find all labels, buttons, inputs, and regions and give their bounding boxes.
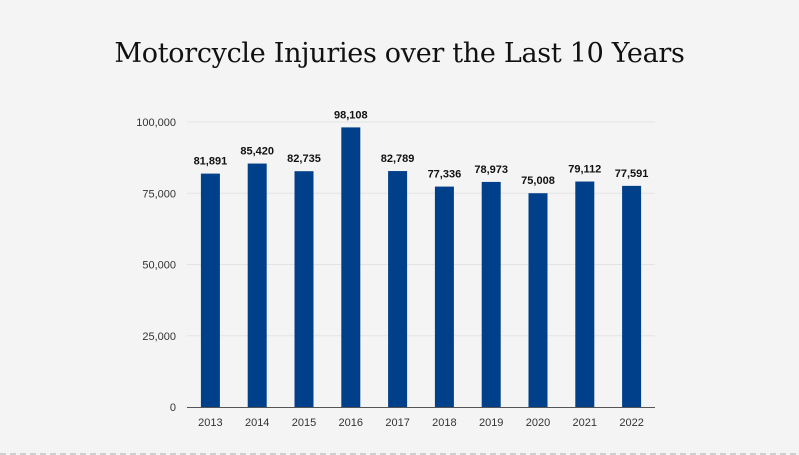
bars: [200, 127, 642, 407]
bar-2018: [434, 186, 454, 407]
y-tick-label: 25,000: [142, 331, 176, 343]
data-label-2013: 81,891: [194, 156, 228, 168]
data-label-2018: 77,336: [428, 169, 462, 181]
bar-2016: [341, 127, 361, 407]
bar-2019: [481, 181, 501, 407]
x-tick-label-2021: 2021: [573, 417, 597, 429]
y-tick-label: 100,000: [136, 117, 176, 129]
bar-2020: [528, 193, 548, 407]
data-label-2021: 79,112: [568, 164, 601, 176]
bottom-divider: [0, 453, 799, 455]
bar-2017: [388, 171, 408, 407]
y-tick-label: 0: [170, 402, 176, 414]
x-tick-label-2020: 2020: [526, 417, 550, 429]
data-label-2020: 75,008: [521, 175, 555, 187]
data-label-2019: 78,973: [474, 164, 508, 176]
data-labels: 81,891 85,420 82,735 98,108 82,789 77,336 78,9…: [194, 109, 649, 187]
data-label-2014: 85,420: [240, 146, 274, 158]
chart-title: Motorcycle Injuries over the Last 10 Yea…: [114, 38, 685, 69]
data-label-2022: 77,591: [615, 168, 649, 180]
x-tick-label-2016: 2016: [339, 417, 363, 429]
y-axis-ticks: 0 25,000 50,000 75,000 100,000: [136, 117, 176, 414]
x-tick-label-2013: 2013: [198, 417, 222, 429]
bar-2022: [622, 185, 642, 407]
data-label-2017: 82,789: [381, 153, 415, 165]
y-tick-label: 50,000: [142, 260, 176, 272]
x-tick-label-2019: 2019: [479, 417, 503, 429]
x-tick-label-2017: 2017: [385, 417, 409, 429]
data-label-2015: 82,735: [287, 153, 321, 165]
x-tick-label-2018: 2018: [432, 417, 456, 429]
bar-2021: [575, 181, 595, 407]
data-label-2016: 98,108: [334, 109, 368, 121]
bar-2014: [247, 163, 267, 407]
x-tick-label-2015: 2015: [292, 417, 316, 429]
bar-2013: [200, 173, 220, 407]
x-tick-label-2014: 2014: [245, 417, 269, 429]
bar-2015: [294, 171, 314, 407]
x-axis-ticks: 2013 2014 2015 2016 2017 2018 2019 2020 2021 2022: [198, 417, 644, 429]
x-tick-label-2022: 2022: [619, 417, 643, 429]
y-tick-label: 75,000: [142, 188, 176, 200]
